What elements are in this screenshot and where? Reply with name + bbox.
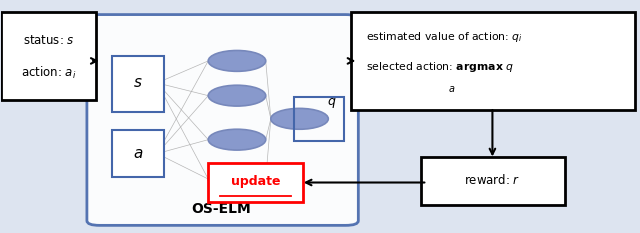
Text: reward: $r$: reward: $r$ — [464, 173, 520, 187]
Text: $q$: $q$ — [327, 96, 336, 110]
Circle shape — [208, 169, 266, 189]
FancyBboxPatch shape — [208, 163, 303, 202]
Circle shape — [208, 51, 266, 71]
FancyBboxPatch shape — [113, 56, 164, 112]
Circle shape — [271, 108, 328, 129]
Text: update: update — [231, 175, 280, 188]
FancyBboxPatch shape — [87, 15, 358, 225]
Text: $a$: $a$ — [448, 84, 455, 94]
Text: $a$: $a$ — [133, 146, 143, 161]
Text: OS-ELM: OS-ELM — [191, 202, 251, 216]
Text: estimated value of action: $q_i$: estimated value of action: $q_i$ — [366, 30, 523, 44]
FancyBboxPatch shape — [113, 130, 164, 177]
Circle shape — [208, 85, 266, 106]
Circle shape — [208, 129, 266, 150]
Text: action: $a_i$: action: $a_i$ — [21, 65, 76, 81]
FancyBboxPatch shape — [351, 12, 635, 110]
Text: status: $s$: status: $s$ — [23, 34, 74, 47]
Text: $s$: $s$ — [133, 75, 143, 90]
Text: selected action: $\mathbf{argmax}\ q$: selected action: $\mathbf{argmax}\ q$ — [366, 60, 514, 74]
FancyBboxPatch shape — [1, 12, 97, 100]
FancyBboxPatch shape — [421, 157, 564, 205]
